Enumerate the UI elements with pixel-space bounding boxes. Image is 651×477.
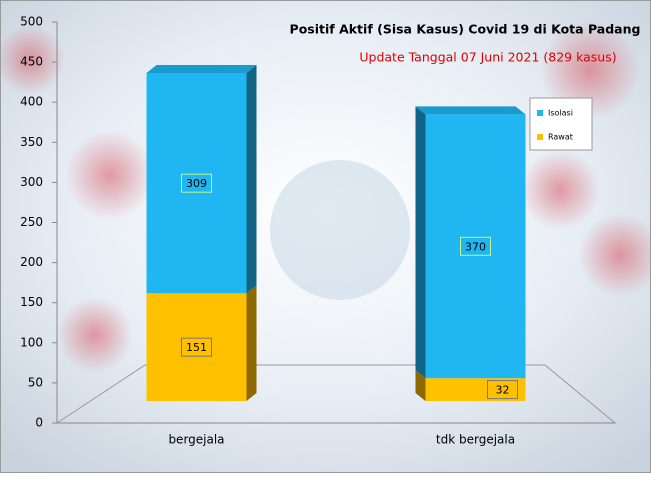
decoration xyxy=(270,160,410,300)
y-tick-label: 450 xyxy=(20,55,43,69)
y-tick-label: 300 xyxy=(20,175,43,189)
value-label-box xyxy=(487,380,518,400)
y-tick-label: 100 xyxy=(20,335,43,349)
y-tick-label: 400 xyxy=(20,95,43,109)
y-tick-label: 150 xyxy=(20,295,43,309)
bar-top xyxy=(415,106,526,115)
decoration xyxy=(520,150,600,230)
value-label-box xyxy=(460,236,491,256)
y-tick-label: 500 xyxy=(20,15,43,29)
y-tick-label: 50 xyxy=(28,375,43,389)
y-tick-label: 350 xyxy=(20,135,43,149)
y-tick-label: 0 xyxy=(35,416,43,430)
decoration xyxy=(57,297,133,373)
decoration xyxy=(540,20,640,120)
legend-label: Rawat xyxy=(548,133,573,142)
x-tick-label: bergejala xyxy=(168,433,224,447)
legend-swatch xyxy=(537,110,543,116)
legend xyxy=(529,97,593,151)
value-label: 370 xyxy=(465,240,486,253)
y-tick-label: 200 xyxy=(20,255,43,269)
value-label: 32 xyxy=(496,384,510,397)
bar-top xyxy=(146,65,257,74)
bar-side xyxy=(246,65,257,294)
chart-subtitle: Update Tanggal 07 Juni 2021 (829 kasus) xyxy=(359,50,616,65)
decoration xyxy=(0,25,65,95)
value-label: 309 xyxy=(186,177,207,190)
y-tick-label: 250 xyxy=(20,215,43,229)
decoration xyxy=(65,130,155,220)
value-label-box xyxy=(181,337,212,357)
value-label: 151 xyxy=(186,341,207,354)
value-label-box xyxy=(181,173,212,193)
chart-title: Positif Aktif (Sisa Kasus) Covid 19 di K… xyxy=(290,22,641,37)
legend-swatch xyxy=(537,134,543,140)
bar-side xyxy=(415,106,426,379)
decoration xyxy=(578,213,651,297)
x-tick-label: tdk bergejala xyxy=(436,433,515,447)
bar-side xyxy=(246,285,257,401)
bar-side xyxy=(415,370,426,401)
legend-label: Isolasi xyxy=(548,109,573,118)
